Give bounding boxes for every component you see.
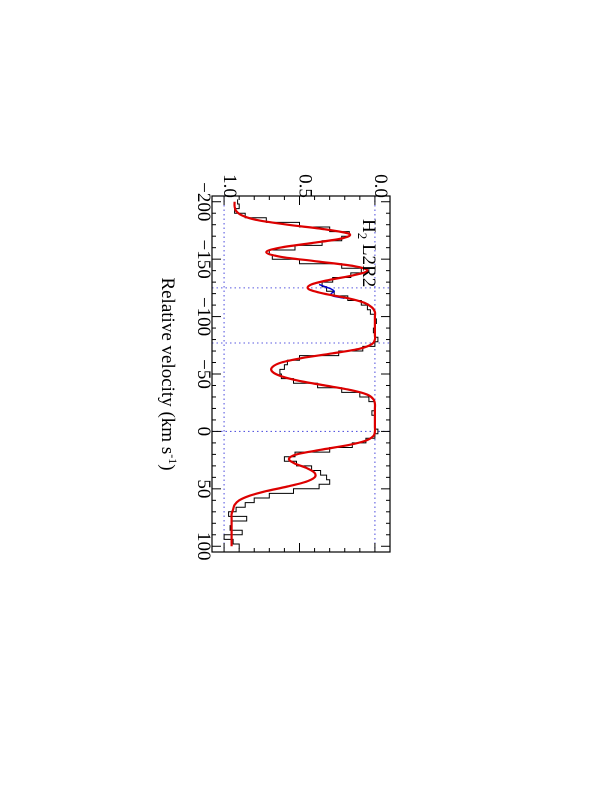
annotation: H2 L2R2 xyxy=(355,219,379,287)
x-tick-label: 100 xyxy=(193,532,214,561)
x-axis-label-text: Relative velocity (km s xyxy=(157,277,178,454)
x-tick-label: −100 xyxy=(193,297,214,336)
x-axis-label-group: Relative velocity (km s-1) xyxy=(157,277,180,470)
line-label-rest: L2R2 xyxy=(358,239,379,287)
observed-spectrum-steps xyxy=(223,199,379,549)
x-axis-label-superscript: -1 xyxy=(166,454,180,464)
x-tick-label: 0 xyxy=(193,427,214,437)
reference-lines xyxy=(212,196,390,552)
tick-labels: −200 −150 −100 −50 0 50 100 0.0 0.5 1.0 xyxy=(193,174,391,560)
x-tick-label: −150 xyxy=(193,240,214,279)
x-tick-label: 50 xyxy=(193,479,214,498)
x-tick-label: −200 xyxy=(193,182,214,221)
y-tick-label: 0.5 xyxy=(294,174,315,198)
line-label-base: H xyxy=(358,219,379,233)
model-fit-line xyxy=(230,201,377,547)
y-tick-label: 1.0 xyxy=(219,174,240,198)
x-axis-label: Relative velocity (km s-1) xyxy=(157,277,180,470)
line-label-subscript: 2 xyxy=(355,233,370,240)
tick-marks xyxy=(212,196,390,552)
line-label: H2 L2R2 xyxy=(355,219,379,287)
x-axis-label-end: ) xyxy=(157,464,178,470)
plot-area: −200 −150 −100 −50 0 50 100 0.0 0.5 1.0 H2 L2R2 R… xyxy=(157,174,391,560)
x-tick-label: −50 xyxy=(193,359,214,389)
series-layer xyxy=(223,199,379,549)
y-tick-label: 0.0 xyxy=(370,174,391,198)
